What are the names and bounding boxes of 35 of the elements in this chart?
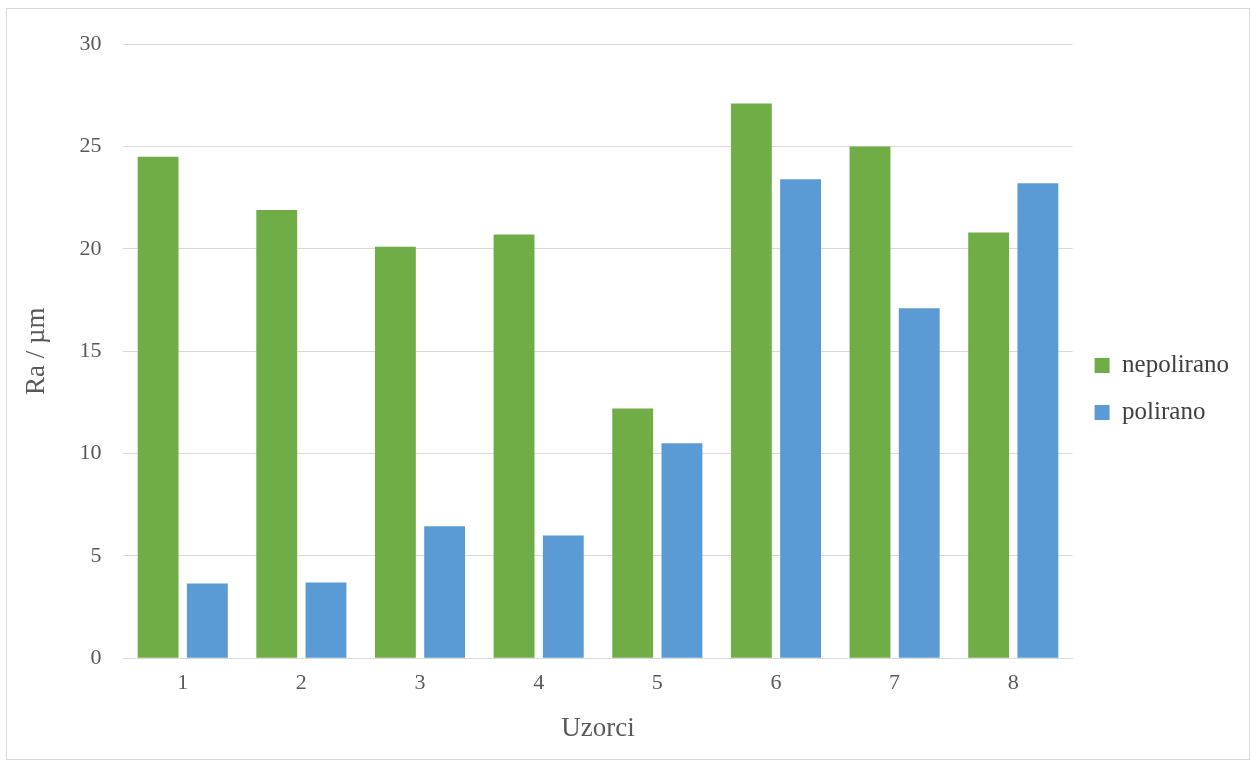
bar [898,308,940,658]
x-tick-label: 3 [414,669,426,695]
x-tick-label: 4 [533,669,545,695]
bar [424,526,466,658]
x-tick-label: 7 [889,669,901,695]
x-tick-label: 2 [295,669,307,695]
bar [612,408,654,658]
bar [374,246,416,658]
y-tick-label: 25 [79,132,102,158]
y-axis-title: Ra / µm [20,307,51,395]
bar [542,535,584,658]
bar [493,234,535,658]
y-tick-label: 30 [79,29,102,55]
bar [1017,183,1059,658]
legend-label: polirano [1122,397,1206,425]
x-tick-label: 8 [1007,669,1019,695]
legend-label: nepolirano [1122,350,1230,378]
bar [256,209,298,658]
y-tick-label: 15 [79,336,102,362]
bar [968,232,1010,658]
bar [137,156,179,658]
x-tick-label: 6 [770,669,782,695]
y-tick-label: 20 [79,234,102,260]
y-tick-label: 10 [79,439,102,465]
bar [186,583,228,658]
bar [305,582,347,658]
bar [780,179,822,658]
x-tick-label: 5 [651,669,663,695]
y-tick-label: 5 [90,541,102,567]
x-axis-title: Uzorci [561,711,635,742]
bar [730,103,772,658]
y-tick-label: 0 [90,643,102,669]
bar [661,443,703,658]
x-tick-label: 1 [177,669,189,695]
bar [849,146,891,658]
